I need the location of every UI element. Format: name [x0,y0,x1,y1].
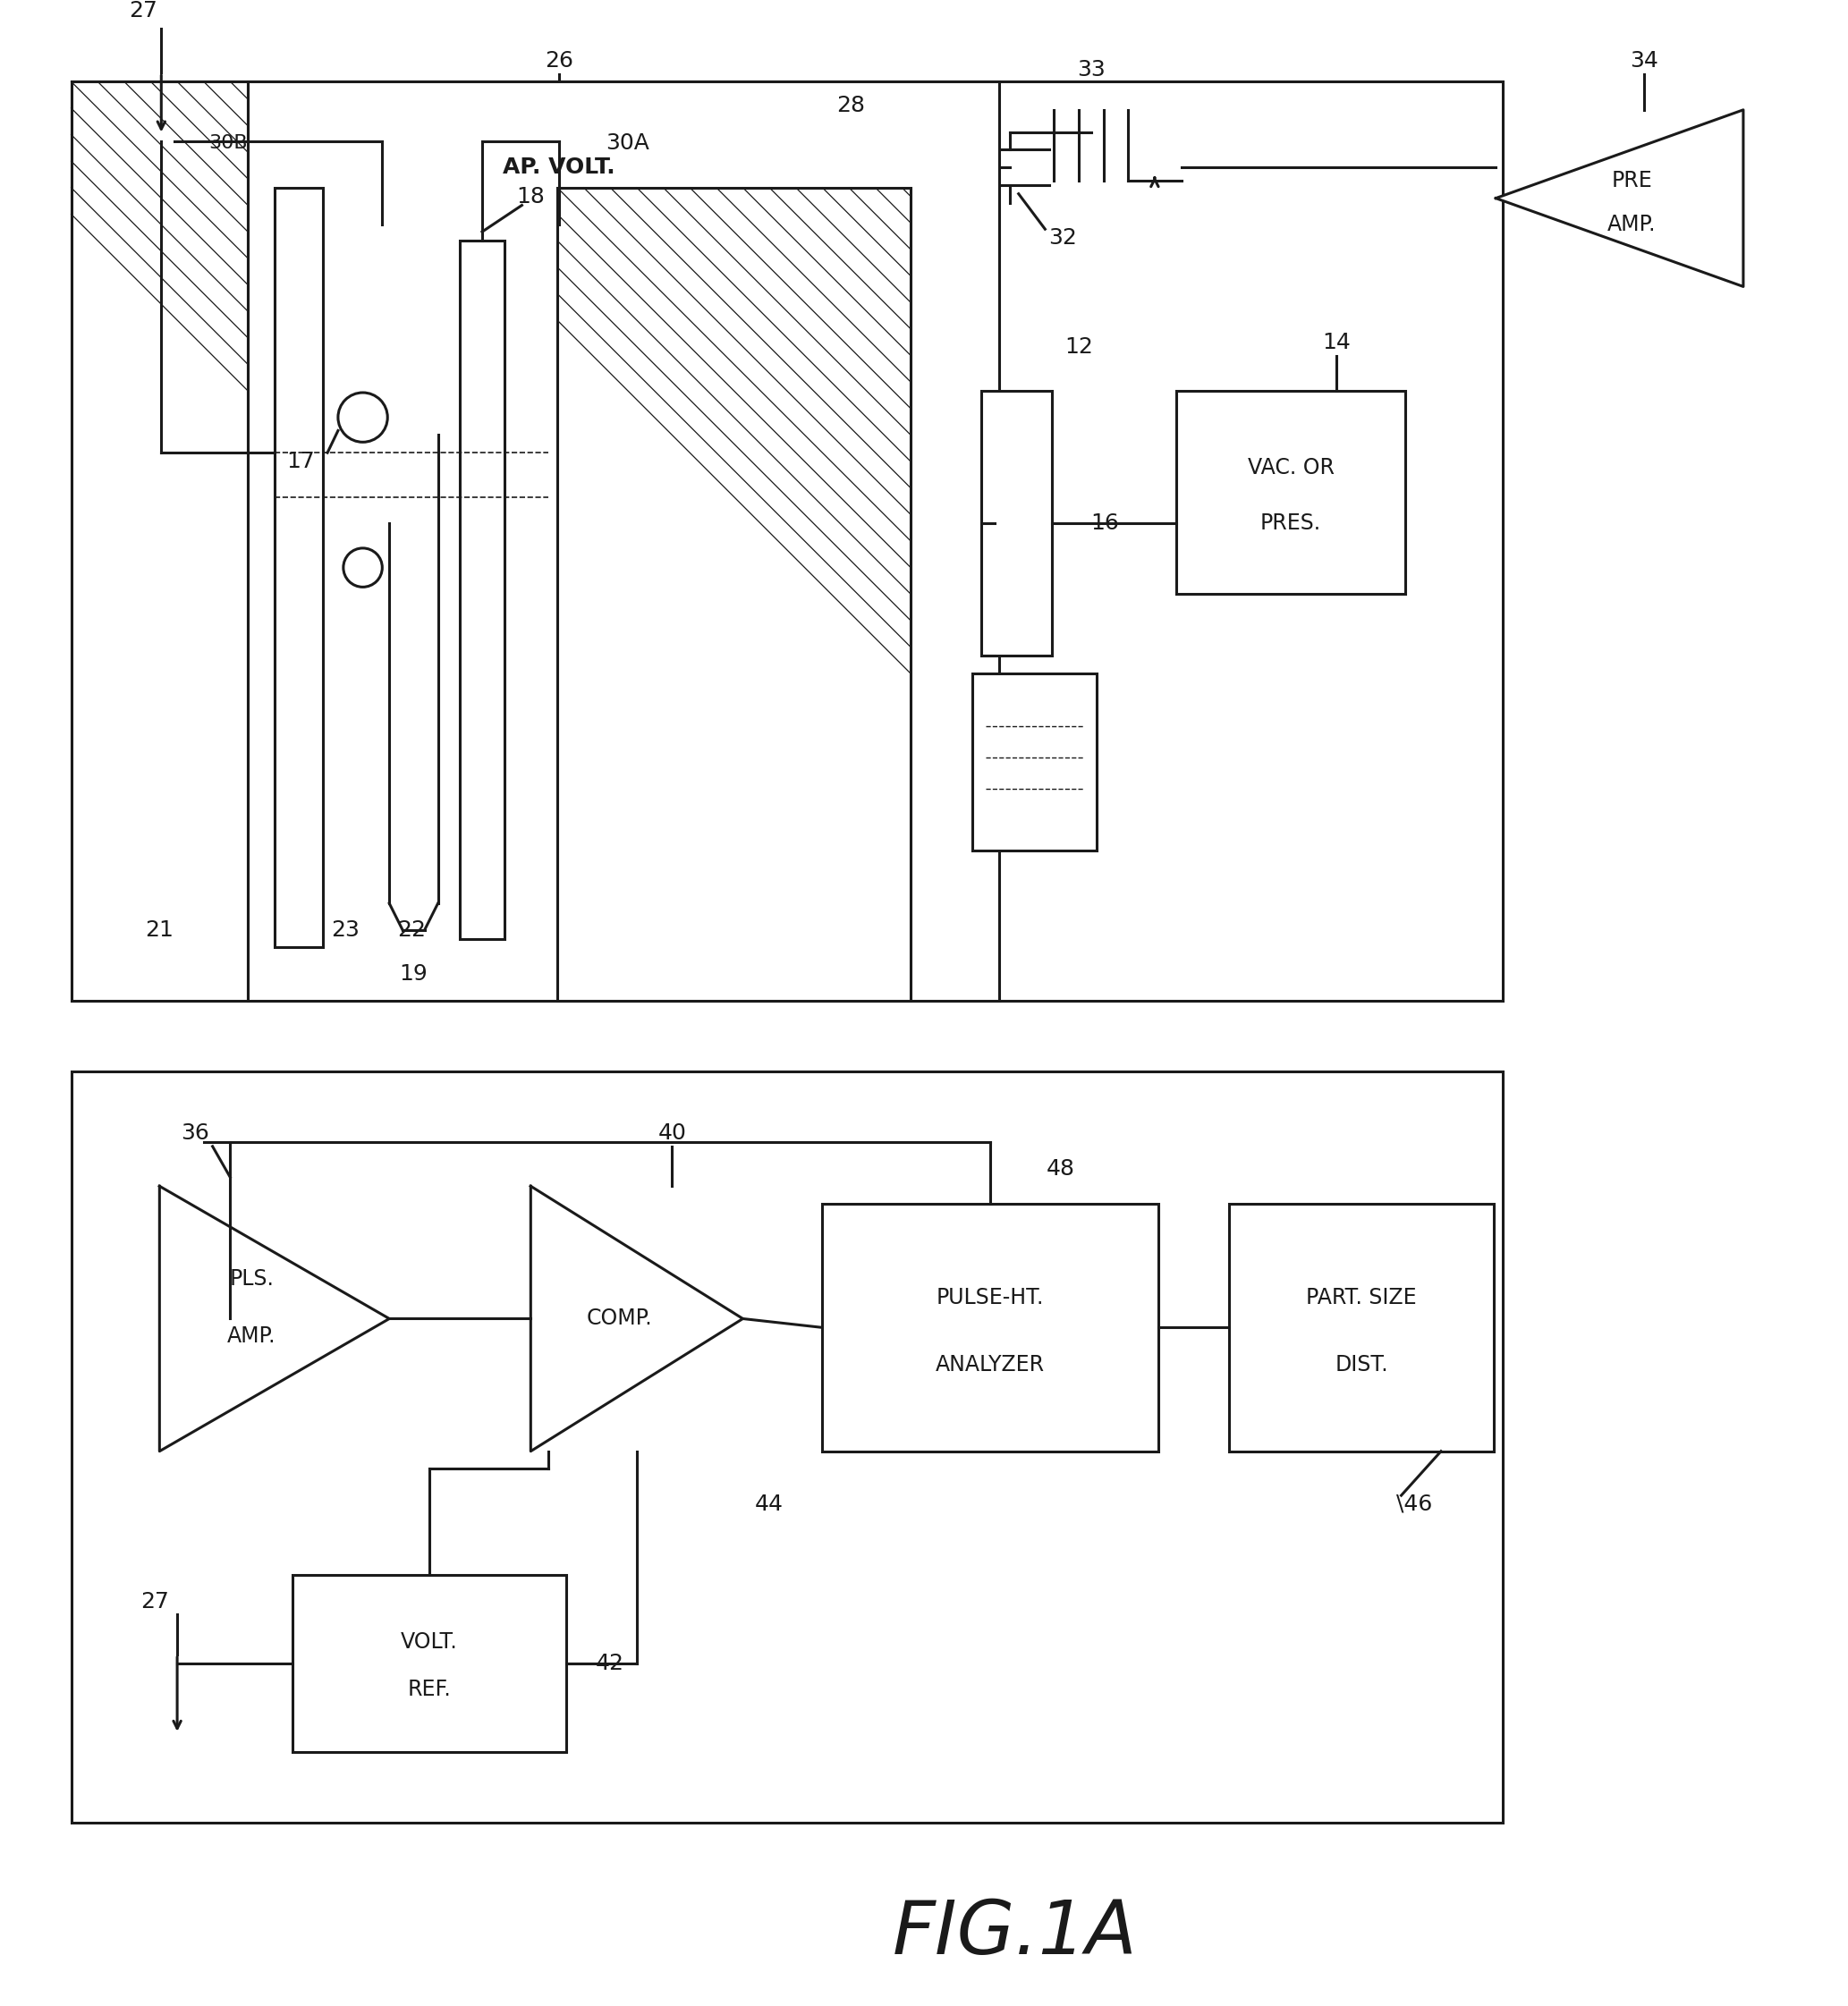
Text: 27: 27 [129,0,157,22]
Text: PRE: PRE [1611,171,1652,191]
Text: COMP.: COMP. [588,1308,652,1330]
Bar [274,189,323,947]
Text: 12: 12 [1064,335,1092,357]
Text: AMP.: AMP. [227,1326,275,1348]
Text: 34: 34 [1630,50,1658,72]
Bar [70,1071,1502,1821]
Text: 44: 44 [756,1494,784,1515]
Bar [70,82,1502,1001]
Text: REF.: REF. [407,1679,451,1701]
Bar [558,189,911,1001]
Bar [383,110,736,225]
Text: 27: 27 [140,1591,170,1613]
Text: 17: 17 [286,451,316,471]
Bar [972,674,1096,851]
Text: 32: 32 [1048,227,1077,249]
Text: VAC. OR: VAC. OR [1247,457,1334,479]
Text: FIG.1A: FIG.1A [893,1896,1138,1970]
Polygon shape [530,1186,743,1450]
Bar [292,1575,565,1751]
Text: 30B: 30B [209,134,248,152]
Text: 18: 18 [516,187,545,207]
Text: 33: 33 [1077,60,1105,80]
Bar [1229,1204,1493,1450]
Bar [981,391,1052,656]
Text: 40: 40 [658,1123,686,1143]
Text: 42: 42 [595,1653,625,1675]
Text: PLS.: PLS. [229,1268,274,1290]
Text: PRES.: PRES. [1260,512,1321,534]
Text: 36: 36 [181,1123,209,1143]
Text: 19: 19 [399,963,427,985]
Text: AP. VOLT.: AP. VOLT. [503,156,615,179]
Text: 23: 23 [331,919,359,941]
Text: \46: \46 [1397,1494,1432,1515]
Text: 28: 28 [837,94,865,116]
Polygon shape [159,1186,390,1450]
Text: AMP.: AMP. [1608,215,1656,235]
Polygon shape [1495,110,1743,287]
Text: 22: 22 [397,919,425,941]
Bar [1175,391,1406,594]
Text: PART. SIZE: PART. SIZE [1307,1288,1417,1308]
Text: 16: 16 [1090,514,1120,534]
Bar [248,82,1000,1001]
Text: PULSE-HT.: PULSE-HT. [937,1288,1044,1308]
Text: 26: 26 [545,50,573,72]
Bar [70,82,248,1001]
Text: VOLT.: VOLT. [401,1631,458,1653]
Bar [460,241,505,939]
Text: 48: 48 [1046,1157,1076,1180]
Text: 21: 21 [146,919,174,941]
Text: DIST.: DIST. [1334,1354,1388,1376]
Text: 30A: 30A [606,132,650,154]
Text: 14: 14 [1323,331,1351,353]
Bar [822,1204,1159,1450]
Text: ANALYZER: ANALYZER [935,1354,1044,1376]
